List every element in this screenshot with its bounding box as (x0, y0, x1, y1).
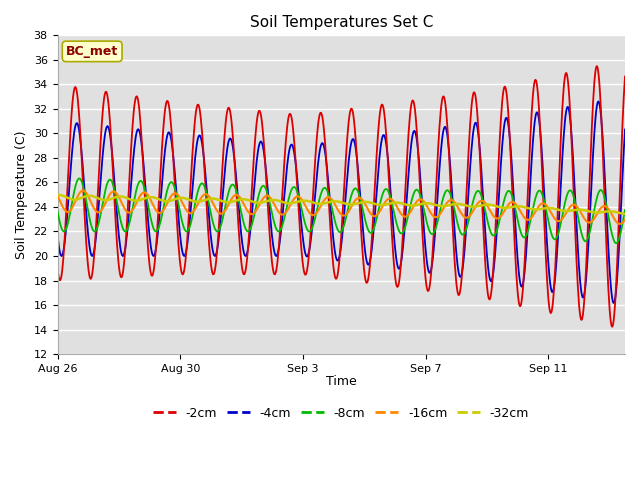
Text: BC_met: BC_met (66, 45, 118, 58)
Legend: -2cm, -4cm, -8cm, -16cm, -32cm: -2cm, -4cm, -8cm, -16cm, -32cm (148, 402, 534, 425)
X-axis label: Time: Time (326, 375, 356, 388)
Y-axis label: Soil Temperature (C): Soil Temperature (C) (15, 131, 28, 259)
Title: Soil Temperatures Set C: Soil Temperatures Set C (250, 15, 433, 30)
